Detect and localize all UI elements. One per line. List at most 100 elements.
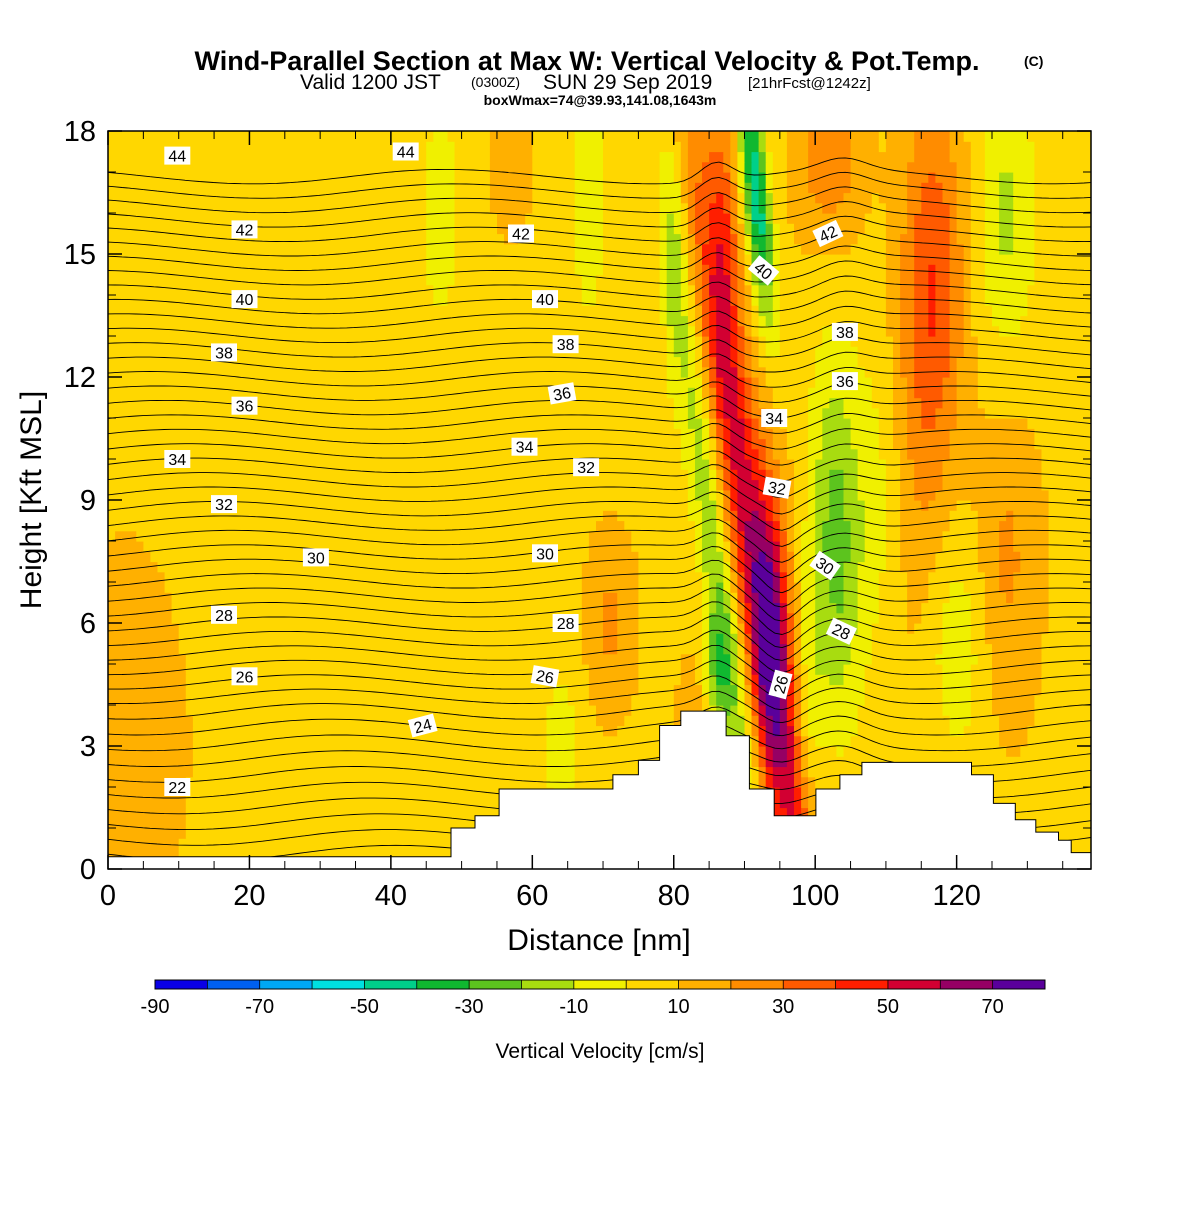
velocity-cell [433, 131, 448, 142]
velocity-cell [885, 223, 908, 235]
velocity-cell [786, 192, 816, 204]
velocity-cell [984, 192, 1000, 204]
velocity-cell [963, 243, 972, 255]
velocity-cell [737, 705, 746, 716]
theta-label-bg [768, 669, 793, 700]
velocity-cell [687, 315, 696, 327]
velocity-cell [603, 623, 618, 634]
velocity-cell [808, 776, 816, 788]
colorbar-swatch [783, 980, 836, 989]
velocity-cell [970, 295, 986, 306]
velocity-cell [702, 387, 710, 399]
velocity-cell [596, 705, 632, 716]
valid-time-line: Valid 1200 JST (0300Z) SUN 29 Sep 2019 [… [300, 71, 871, 94]
theta-label-text: 26 [236, 669, 254, 686]
velocity-cell [574, 182, 604, 194]
velocity-cell [914, 243, 951, 255]
velocity-cell [680, 438, 696, 450]
velocity-cell [1020, 315, 1091, 327]
velocity-cell [893, 346, 901, 358]
velocity-cell [723, 254, 731, 265]
theta-label-text: 32 [215, 497, 233, 514]
velocity-cell [779, 715, 788, 727]
velocity-cell [758, 243, 767, 255]
velocity-cell [921, 192, 944, 204]
velocity-cell [786, 571, 795, 583]
velocity-cell [850, 336, 894, 347]
velocity-cell [829, 479, 844, 491]
velocity-cell [850, 438, 880, 450]
velocity-cell [885, 233, 901, 245]
velocity-cell [999, 233, 1014, 245]
velocity-cell [709, 653, 717, 665]
velocity-cell [702, 161, 724, 173]
velocity-cell [617, 725, 675, 737]
velocity-cell [702, 346, 710, 358]
velocity-cell [758, 161, 767, 173]
velocity-cell [822, 202, 837, 214]
velocity-cell [801, 776, 809, 788]
velocity-cell [765, 551, 774, 563]
velocity-cell [659, 254, 668, 265]
theta-label: 28 [552, 614, 579, 633]
velocity-cell [779, 551, 788, 563]
theta-contour [108, 290, 1091, 315]
velocity-cell [723, 151, 731, 163]
velocity-cell [801, 653, 816, 665]
velocity-cell [716, 438, 724, 450]
velocity-cell [666, 243, 682, 255]
velocity-cell [907, 182, 922, 194]
velocity-cell [426, 233, 456, 245]
velocity-cell [744, 725, 753, 737]
theta-label-bg [547, 382, 577, 405]
velocity-cell [921, 397, 944, 409]
theta-label-bg [211, 343, 237, 362]
velocity-cell [829, 592, 844, 604]
velocity-cell [716, 254, 724, 265]
velocity-cell [914, 387, 944, 399]
velocity-cell [984, 295, 1028, 306]
velocity-cell [786, 510, 795, 522]
velocity-cell [808, 407, 823, 419]
velocity-cell [808, 469, 816, 481]
velocity-cell [1041, 674, 1091, 686]
velocity-cell [751, 366, 767, 378]
velocity-cell [751, 438, 767, 450]
velocity-cell [716, 469, 724, 481]
velocity-cell [970, 592, 986, 604]
velocity-cell [843, 746, 1007, 757]
velocity-cell [815, 612, 859, 624]
velocity-cell [815, 479, 830, 491]
theta-label-bg [831, 372, 858, 391]
velocity-cell [900, 264, 915, 276]
velocity-cell [815, 643, 852, 655]
theta-label: 36 [231, 396, 258, 416]
velocity-cell [638, 653, 682, 665]
velocity-cell [758, 315, 767, 327]
velocity-cell [433, 284, 448, 296]
velocity-cell [687, 397, 696, 409]
velocity-cell [907, 418, 922, 429]
velocity-cell [744, 161, 753, 173]
theta-label: 32 [573, 458, 600, 477]
velocity-cell [779, 582, 788, 593]
velocity-cell [638, 612, 703, 624]
velocity-cell [801, 561, 816, 573]
theta-label-text: 44 [397, 145, 415, 162]
velocity-cell [900, 366, 915, 378]
velocity-cell [878, 448, 901, 460]
theta-label: 26 [231, 667, 258, 686]
velocity-cell [666, 377, 703, 388]
velocity-cell [723, 510, 731, 522]
colorbar-swatch [469, 980, 522, 989]
velocity-cell [850, 530, 866, 542]
theta-label: 38 [211, 343, 237, 362]
velocity-cell [723, 459, 731, 470]
velocity-cell [1013, 182, 1035, 194]
velocity-cell [185, 807, 675, 819]
velocity-cell [772, 151, 788, 163]
velocity-cell [709, 315, 717, 327]
velocity-cell [695, 674, 703, 686]
colorbar-swatch [835, 980, 889, 989]
velocity-cell [709, 694, 717, 706]
